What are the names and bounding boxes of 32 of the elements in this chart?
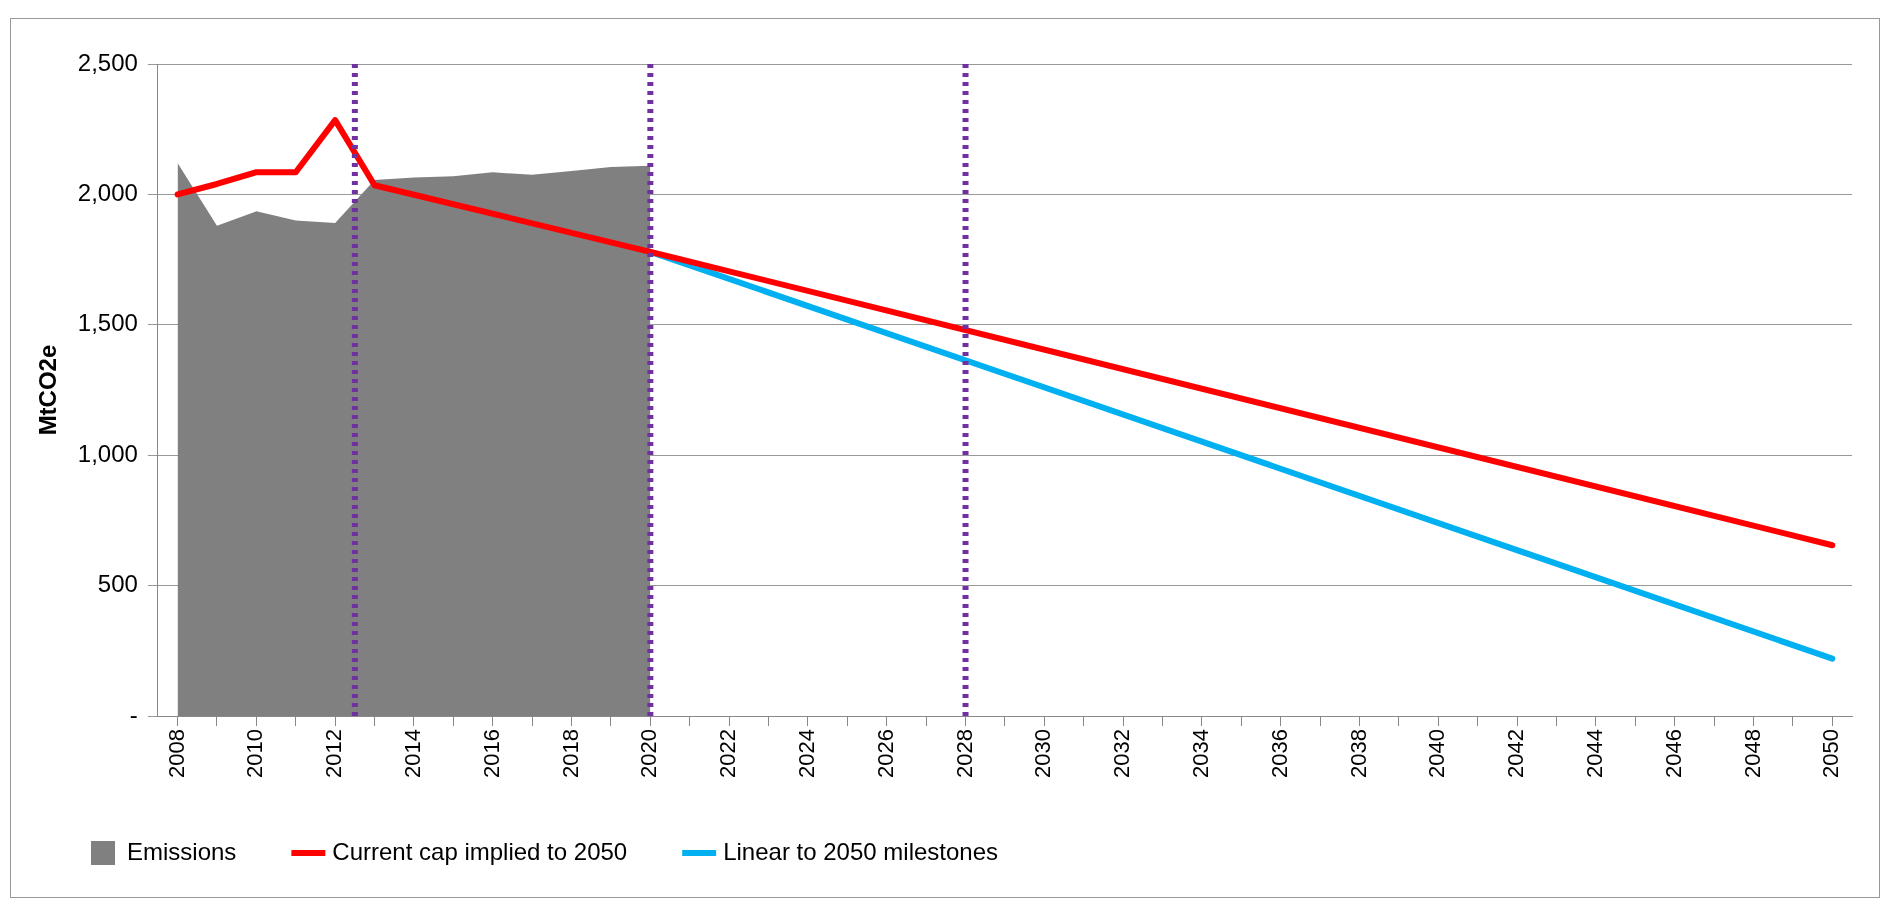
x-tick-label: 2018 xyxy=(557,729,583,779)
x-tick-label: 2036 xyxy=(1266,729,1292,779)
x-tick-label: 2028 xyxy=(951,729,977,779)
x-tick-label: 2012 xyxy=(321,729,347,779)
legend-label: Emissions xyxy=(127,837,237,865)
x-tick-label: 2008 xyxy=(163,729,189,779)
x-tick-label: 2016 xyxy=(478,729,504,779)
x-tick-label: 2032 xyxy=(1109,729,1135,779)
x-tick-label: 2014 xyxy=(400,729,426,779)
x-tick-label: 2026 xyxy=(872,729,898,779)
y-tick-label: 2,000 xyxy=(77,179,138,207)
x-tick-label: 2022 xyxy=(715,729,741,779)
y-tick-label: - xyxy=(129,700,138,728)
y-tick-label: 1,000 xyxy=(77,439,138,467)
y-tick-label: 1,500 xyxy=(77,309,138,337)
y-tick-label: 2,500 xyxy=(77,48,138,76)
x-tick-label: 2034 xyxy=(1187,729,1213,779)
x-tick-label: 2046 xyxy=(1660,729,1686,779)
x-tick-label: 2030 xyxy=(1030,729,1056,779)
x-tick-label: 2010 xyxy=(242,729,268,779)
x-tick-label: 2042 xyxy=(1503,729,1529,779)
x-tick-label: 2024 xyxy=(794,729,819,779)
x-tick-label: 2050 xyxy=(1818,729,1844,779)
legend-label: Current cap implied to 2050 xyxy=(332,837,628,865)
y-tick-label: 500 xyxy=(97,570,138,598)
y-axis-title: MtCO2e xyxy=(34,344,62,436)
x-tick-label: 2048 xyxy=(1739,729,1765,779)
x-tick-label: 2020 xyxy=(636,729,662,779)
legend-label: Linear to 2050 milestones xyxy=(723,837,999,865)
x-tick-label: 2040 xyxy=(1424,729,1450,779)
x-tick-label: 2038 xyxy=(1345,729,1371,779)
x-tick-label: 2044 xyxy=(1581,729,1607,779)
